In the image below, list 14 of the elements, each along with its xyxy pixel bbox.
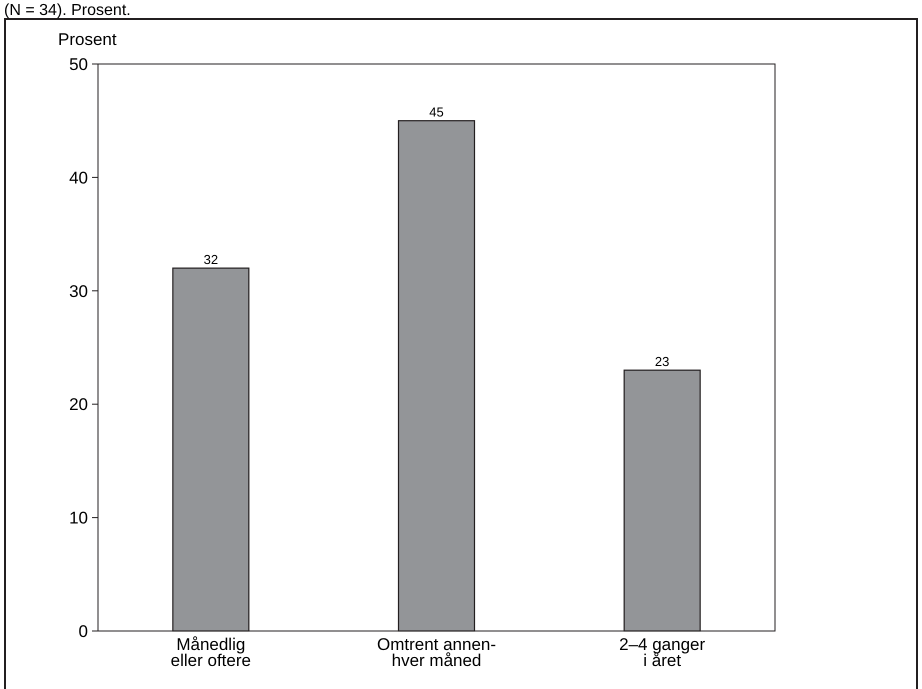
y-tick-label: 10 xyxy=(69,508,88,528)
y-tick-label: 20 xyxy=(69,395,88,414)
y-tick-label: 40 xyxy=(69,168,88,188)
y-tick-label: 0 xyxy=(78,622,88,641)
data-label: 32 xyxy=(204,252,218,268)
x-tick-label: 2–4 ganger i året xyxy=(619,635,706,670)
chart-title: (N = 34). Prosent. xyxy=(4,2,131,19)
data-label: 23 xyxy=(654,354,670,370)
x-tick-label: Omtrent annen- hver måned xyxy=(376,635,496,670)
y-tick-label: 50 xyxy=(69,55,88,74)
y-axis-title: Prosent xyxy=(58,30,117,49)
x-tick-label: Månedlig eller oftere xyxy=(170,635,251,670)
y-tick-label: 30 xyxy=(69,282,88,301)
data-label: 45 xyxy=(429,104,444,120)
